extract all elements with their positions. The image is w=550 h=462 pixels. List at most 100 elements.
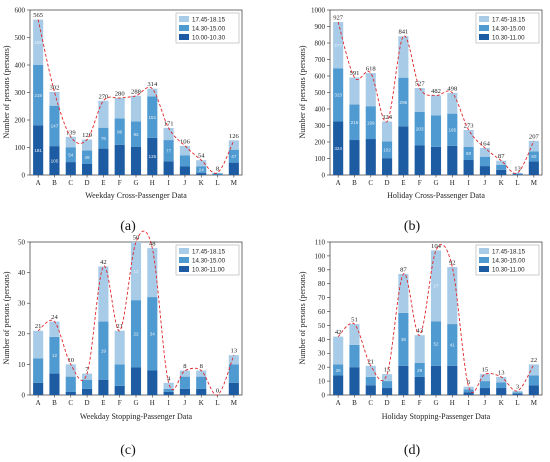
trend-line xyxy=(37,19,235,174)
bar-segment xyxy=(512,393,523,395)
bar-segment xyxy=(333,336,344,365)
x-tick-label: A xyxy=(36,179,41,187)
bar-segment xyxy=(398,365,409,395)
bar-segment xyxy=(196,376,207,389)
bar-segment xyxy=(447,92,458,114)
y-tick-label: 400 xyxy=(15,61,26,69)
total-label: 106 xyxy=(180,138,191,145)
bar-segment xyxy=(147,297,158,371)
legend-label: 10.30-11.00 xyxy=(492,266,525,273)
bar-segment xyxy=(512,172,523,174)
segment-label: 22 xyxy=(133,332,139,337)
bar-segment xyxy=(365,106,376,140)
caption-b: (b) xyxy=(404,219,421,234)
total-label: 3 xyxy=(516,383,520,390)
bar-segment xyxy=(382,374,393,382)
total-label: 164 xyxy=(480,140,491,147)
y-tick-label: 1000 xyxy=(311,6,326,14)
bar-segment xyxy=(98,127,109,149)
legend-swatch xyxy=(179,257,189,263)
bar-segment xyxy=(414,335,425,364)
bar-segment xyxy=(33,330,44,359)
x-tick-label: G xyxy=(433,399,438,407)
bar-segment xyxy=(382,158,393,175)
x-tick-label: H xyxy=(450,179,455,187)
bar-segment xyxy=(179,155,190,167)
legend-swatch xyxy=(479,16,489,22)
bar-segment xyxy=(382,388,393,395)
y-tick-label: 40 xyxy=(318,336,326,344)
xlabel-a: Weekday Cross-Passenger Data xyxy=(85,191,187,200)
legend-label: 17.45-18.15 xyxy=(492,16,526,23)
x-tick-label: L xyxy=(215,399,219,407)
x-tick-label: M xyxy=(231,399,238,407)
bar-segment xyxy=(528,375,539,386)
bar-segment xyxy=(479,381,490,389)
x-tick-label: F xyxy=(118,179,122,187)
legend-label: 14.30-15.00 xyxy=(492,25,526,32)
x-tick-label: H xyxy=(150,399,155,407)
legend-label: 14.30-15.00 xyxy=(492,257,526,264)
bar-segment xyxy=(430,365,442,395)
x-tick-label: A xyxy=(336,399,341,407)
bar-segment xyxy=(496,160,507,165)
x-tick-label: G xyxy=(433,179,438,187)
bar-segment xyxy=(212,173,223,175)
legend-label: 17.45-18.15 xyxy=(492,248,526,255)
bar-segment xyxy=(382,381,393,389)
bar-segment xyxy=(114,144,125,175)
y-tick-label: 80 xyxy=(318,280,326,288)
bar-segment xyxy=(479,147,490,157)
x-tick-label: K xyxy=(499,399,504,407)
total-label: 21 xyxy=(35,323,42,330)
legend-swatch xyxy=(179,266,189,272)
bar-segment xyxy=(33,19,44,65)
total-label: 42 xyxy=(335,329,342,336)
total-label: 15 xyxy=(482,367,489,374)
bar-segment xyxy=(179,376,190,389)
bar-segment xyxy=(528,151,539,162)
bar-segment xyxy=(349,324,360,345)
y-tick-label: 60 xyxy=(318,308,326,316)
total-label: 302 xyxy=(50,84,60,91)
bar-segment xyxy=(196,166,207,174)
legend-swatch xyxy=(479,257,489,263)
segment-label: 76 xyxy=(101,136,107,141)
segment-label: 92 xyxy=(133,132,139,137)
x-tick-label: H xyxy=(150,179,155,187)
total-label: 48 xyxy=(149,241,156,248)
bar-segment xyxy=(163,391,174,395)
y-tick-label: 30 xyxy=(318,350,326,358)
total-label: 7 xyxy=(85,366,89,373)
y-tick-label: 200 xyxy=(15,116,26,124)
bar-segment xyxy=(349,367,360,395)
y-tick-label: 10 xyxy=(318,377,326,385)
bar-segment xyxy=(398,312,409,366)
trend-line xyxy=(337,21,535,174)
bar-segment xyxy=(333,68,344,122)
total-label: 87 xyxy=(400,266,407,273)
total-label: 13 xyxy=(514,165,521,172)
segment-label: 27 xyxy=(433,284,439,289)
bar-segment xyxy=(98,148,109,175)
x-tick-label: K xyxy=(199,179,204,187)
x-tick-label: J xyxy=(184,179,187,187)
y-tick-label: 0 xyxy=(322,391,326,399)
y-tick-label: 300 xyxy=(15,89,26,97)
bar-segment xyxy=(49,146,60,175)
y-tick-label: 900 xyxy=(315,23,326,31)
total-label: 126 xyxy=(229,133,240,140)
total-label: 104 xyxy=(431,243,442,250)
x-tick-label: H xyxy=(450,399,455,407)
trend-line xyxy=(37,230,235,396)
x-tick-label: D xyxy=(385,179,390,187)
bar-segment xyxy=(196,160,207,167)
x-tick-label: I xyxy=(167,399,170,407)
xlabel-b: Holiday Cross-Passenger Data xyxy=(387,191,485,200)
bar-segment xyxy=(496,164,507,170)
bar-segment xyxy=(98,100,109,128)
total-label: 13 xyxy=(498,369,505,376)
y-tick-label: 10 xyxy=(18,361,26,369)
x-tick-label: M xyxy=(531,179,538,187)
bar-segment xyxy=(479,374,490,382)
